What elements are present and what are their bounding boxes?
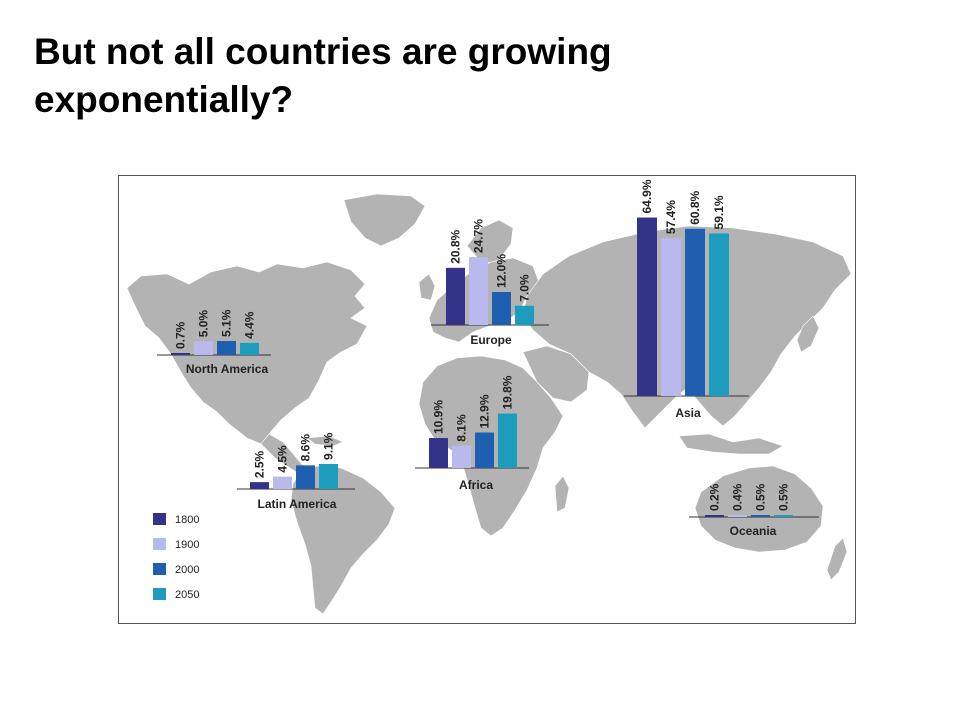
bar-oceania-2000: [751, 515, 770, 517]
population-share-chart: 0.7% 5.0% 5.1% 4.4% North America 20.8% 24.7% 1…: [126, 179, 852, 615]
bar-africa-2000: [475, 432, 494, 468]
legend: 1800 1900 2000 2050: [153, 513, 199, 601]
value-label-europe-1900: 24.7%: [472, 219, 486, 253]
bar-europe-2050: [515, 305, 534, 325]
legend-swatch-2050: [153, 588, 166, 600]
value-label-europe-2000: 12.0%: [495, 254, 509, 288]
bar-europe-1900: [469, 257, 488, 325]
value-label-latin-america-2050: 9.1%: [322, 432, 336, 460]
bar-oceania-2050: [774, 515, 793, 517]
bar-asia-2000: [685, 228, 705, 396]
bar-latin-america-1800: [250, 482, 269, 489]
legend-swatch-2000: [153, 563, 166, 575]
bar-north-america-1900: [194, 341, 213, 355]
bar-north-america-1800: [171, 353, 190, 355]
value-label-latin-america-1900: 4.5%: [276, 445, 290, 473]
legend-swatch-1900: [153, 538, 166, 550]
value-label-asia-1900: 57.4%: [664, 200, 678, 234]
bar-latin-america-2000: [296, 465, 315, 489]
value-label-oceania-2050: 0.5%: [777, 483, 791, 511]
value-label-europe-1800: 20.8%: [449, 229, 463, 263]
value-label-north-america-2050: 4.4%: [243, 311, 257, 339]
slide-title-line-2: exponentially?: [34, 79, 294, 120]
bars-layer: 0.7% 5.0% 5.1% 4.4% North America 20.8% 24.7% 1…: [157, 179, 819, 538]
map-new-zealand: [826, 537, 848, 581]
value-label-africa-1900: 8.1%: [455, 414, 469, 442]
region-label-europe: Europe: [470, 333, 512, 347]
value-label-africa-2050: 19.8%: [501, 375, 515, 409]
bar-asia-1800: [637, 217, 657, 396]
bar-latin-america-2050: [319, 463, 338, 489]
legend-label-1900: 1900: [175, 539, 199, 551]
value-label-asia-1800: 64.9%: [640, 179, 654, 213]
value-label-north-america-1800: 0.7%: [174, 321, 188, 349]
map-indonesia: [678, 433, 784, 455]
legend-label-2050: 2050: [175, 589, 199, 601]
legend-label-2000: 2000: [175, 564, 199, 576]
value-label-north-america-1900: 5.0%: [197, 310, 211, 338]
region-label-latin-america: Latin America: [258, 497, 337, 511]
value-label-oceania-1800: 0.2%: [708, 483, 722, 511]
bar-africa-1800: [429, 438, 448, 468]
value-label-latin-america-1800: 2.5%: [253, 450, 267, 478]
legend-swatch-1800: [153, 513, 166, 525]
value-label-asia-2050: 59.1%: [712, 195, 726, 229]
map-caribbean: [306, 435, 344, 447]
region-group-asia: 64.9% 57.4% 60.8% 59.1% Asia: [624, 179, 749, 420]
region-group-europe: 20.8% 24.7% 12.0% 7.0% Europe: [431, 219, 549, 347]
bar-africa-1900: [452, 445, 471, 468]
region-group-north-america: 0.7% 5.0% 5.1% 4.4% North America: [157, 309, 271, 376]
map-middle-east: [522, 345, 590, 403]
value-label-north-america-2000: 5.1%: [220, 309, 234, 337]
value-label-europe-2050: 7.0%: [518, 274, 532, 302]
map-greenland: [343, 193, 426, 247]
map-south-america: [290, 465, 396, 615]
map-australia: [694, 465, 824, 553]
bar-europe-2000: [492, 292, 511, 325]
value-label-latin-america-2000: 8.6%: [299, 434, 313, 462]
bar-africa-2050: [498, 413, 517, 468]
bar-oceania-1900: [728, 515, 747, 517]
region-label-oceania: Oceania: [730, 524, 777, 538]
bar-north-america-2000: [217, 340, 236, 355]
map-uk: [418, 273, 436, 301]
bar-oceania-1800: [705, 515, 724, 517]
chart-frame: 0.7% 5.0% 5.1% 4.4% North America 20.8% 24.7% 1…: [118, 175, 856, 624]
value-label-asia-2000: 60.8%: [688, 190, 702, 224]
region-label-africa: Africa: [459, 478, 493, 492]
bar-asia-2050: [709, 233, 729, 396]
value-label-oceania-1900: 0.4%: [731, 483, 745, 511]
region-group-latin-america: 2.5% 4.5% 8.6% 9.1% Latin America: [237, 432, 355, 511]
value-label-oceania-2000: 0.5%: [754, 483, 768, 511]
slide-title-line-1: But not all countries are growing: [34, 31, 612, 72]
map-madagascar: [554, 475, 570, 513]
bar-latin-america-1900: [273, 476, 292, 489]
region-group-oceania: 0.2% 0.4% 0.5% 0.5%Oceania: [689, 483, 819, 538]
region-label-asia: Asia: [675, 406, 701, 420]
value-label-africa-2000: 12.9%: [478, 394, 492, 428]
region-group-africa: 10.9% 8.1% 12.9% 19.8% Africa: [415, 375, 529, 492]
bar-asia-1900: [661, 238, 681, 396]
map-japan: [796, 315, 820, 353]
bar-europe-1800: [446, 267, 465, 325]
value-label-africa-1800: 10.9%: [432, 400, 446, 434]
slide-title: But not all countries are growing expone…: [34, 28, 914, 124]
bar-north-america-2050: [240, 342, 259, 355]
legend-label-1800: 1800: [175, 514, 199, 526]
region-label-north-america: North America: [186, 362, 269, 376]
